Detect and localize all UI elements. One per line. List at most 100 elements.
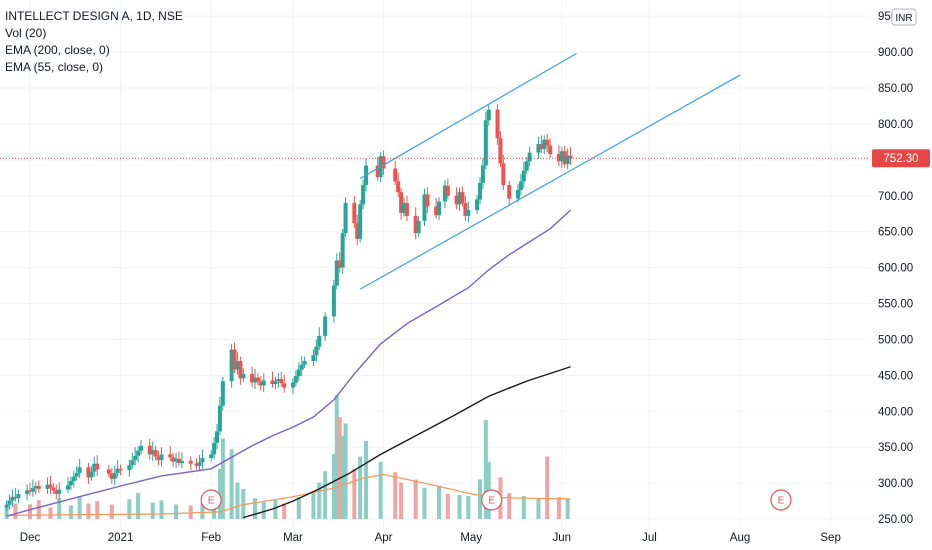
candle-body xyxy=(518,181,523,191)
candle-body xyxy=(279,378,284,384)
candle-body xyxy=(255,377,260,382)
candle-body xyxy=(568,155,573,159)
time-tick-label: May xyxy=(460,532,482,544)
time-tick-label: 2021 xyxy=(108,532,134,544)
candle-body xyxy=(323,316,328,336)
volume-bar xyxy=(556,497,561,519)
volume-bar xyxy=(28,504,32,519)
candle-body xyxy=(521,170,526,182)
time-tick-label: Aug xyxy=(730,532,750,544)
volume-bar xyxy=(331,454,336,519)
volume-bar xyxy=(352,469,357,519)
candle-body xyxy=(293,376,298,383)
volume-bar xyxy=(109,504,114,519)
candle-body xyxy=(77,467,82,474)
price-tick-label: 700.00 xyxy=(878,191,913,203)
volume-bar xyxy=(4,506,9,519)
earnings-circle xyxy=(481,489,503,511)
volume-bar xyxy=(127,499,132,519)
candle-body xyxy=(480,165,485,183)
time-tick-label: Mar xyxy=(283,532,303,544)
candle-body xyxy=(422,194,427,221)
candle-body xyxy=(483,120,488,166)
candle-body xyxy=(95,463,100,470)
candle-body xyxy=(445,185,450,196)
earnings-circle xyxy=(200,489,222,511)
candle-body xyxy=(48,484,53,488)
volume-bar xyxy=(521,496,526,519)
candle-body xyxy=(130,460,135,466)
candle-body xyxy=(542,139,547,150)
symbol-title[interactable]: INTELLECT DESIGN A, 1D, NSE xyxy=(5,9,183,23)
candle-body xyxy=(442,185,447,202)
candle-body xyxy=(404,202,409,216)
volume-bar xyxy=(273,500,278,519)
candle-body xyxy=(74,473,79,477)
earnings-circle xyxy=(770,489,792,511)
price-tick-label: 300.00 xyxy=(878,478,913,490)
candle-body xyxy=(340,233,345,268)
earnings-label: E xyxy=(778,496,785,507)
candle-body xyxy=(434,206,439,216)
volume-bar xyxy=(343,423,348,519)
volume-bar xyxy=(252,498,257,519)
candle-body xyxy=(486,109,491,121)
time-tick-label: Jul xyxy=(642,532,657,544)
candle-body xyxy=(501,163,506,185)
volume-bar xyxy=(483,420,488,519)
candle-body xyxy=(179,460,184,464)
volume-bar xyxy=(378,461,383,519)
candle-body xyxy=(150,450,155,455)
price-tick-label: 900.00 xyxy=(878,47,913,59)
volume-bar xyxy=(86,503,91,519)
candle-body xyxy=(209,454,214,458)
chart-legend: INTELLECT DESIGN A, 1D, NSE Vol (20) EMA… xyxy=(5,8,183,76)
candle-body xyxy=(375,165,380,178)
candle-body xyxy=(250,373,255,383)
candle-body xyxy=(200,457,205,463)
earnings-label: E xyxy=(488,496,495,507)
candle-body xyxy=(498,138,503,164)
candle-body xyxy=(252,377,257,383)
candle-body xyxy=(28,490,32,492)
candle-body xyxy=(133,455,138,461)
candle-body xyxy=(355,223,360,239)
candle-body xyxy=(343,202,348,234)
candle-body xyxy=(136,450,141,456)
volume-bar xyxy=(445,494,450,519)
time-axis[interactable]: Dec 2021 Feb Mar Apr May Jun Jul Aug Sep xyxy=(20,532,841,544)
candle-body xyxy=(261,380,266,386)
time-tick-label: Apr xyxy=(375,532,393,544)
candle-body xyxy=(352,202,357,224)
trendlines[interactable] xyxy=(359,53,741,290)
price-axis[interactable]: 250.00 300.00 350.00 400.00 450.00 500.00 550.… xyxy=(872,8,930,526)
candle-body xyxy=(477,182,482,200)
candle-body xyxy=(45,484,50,489)
earnings-marker: E xyxy=(770,489,792,511)
candle-body xyxy=(106,469,111,474)
candle-body xyxy=(437,201,442,216)
indicator-ema-200[interactable]: EMA (200, close, 0) xyxy=(5,43,110,57)
candle-body xyxy=(495,109,500,139)
candle-body xyxy=(217,405,222,432)
candle-body xyxy=(112,473,117,479)
volume-bar xyxy=(545,456,550,519)
indicator-volume[interactable]: Vol (20) xyxy=(5,26,47,40)
candle-body xyxy=(416,220,421,234)
grid xyxy=(0,0,870,528)
volume-bar xyxy=(422,487,427,519)
candle-body xyxy=(296,369,301,377)
volume-bar xyxy=(229,449,234,519)
indicator-ema-55[interactable]: EMA (55, close, 0) xyxy=(5,60,104,74)
ema-lines xyxy=(6,209,572,519)
volume-bar xyxy=(437,485,442,519)
candle-body xyxy=(358,204,363,239)
candle-body xyxy=(194,463,199,466)
candle-body xyxy=(507,184,512,199)
candle-body xyxy=(36,486,41,489)
candle-body xyxy=(539,144,544,150)
candle-body xyxy=(7,500,12,505)
candle-body xyxy=(562,151,567,165)
